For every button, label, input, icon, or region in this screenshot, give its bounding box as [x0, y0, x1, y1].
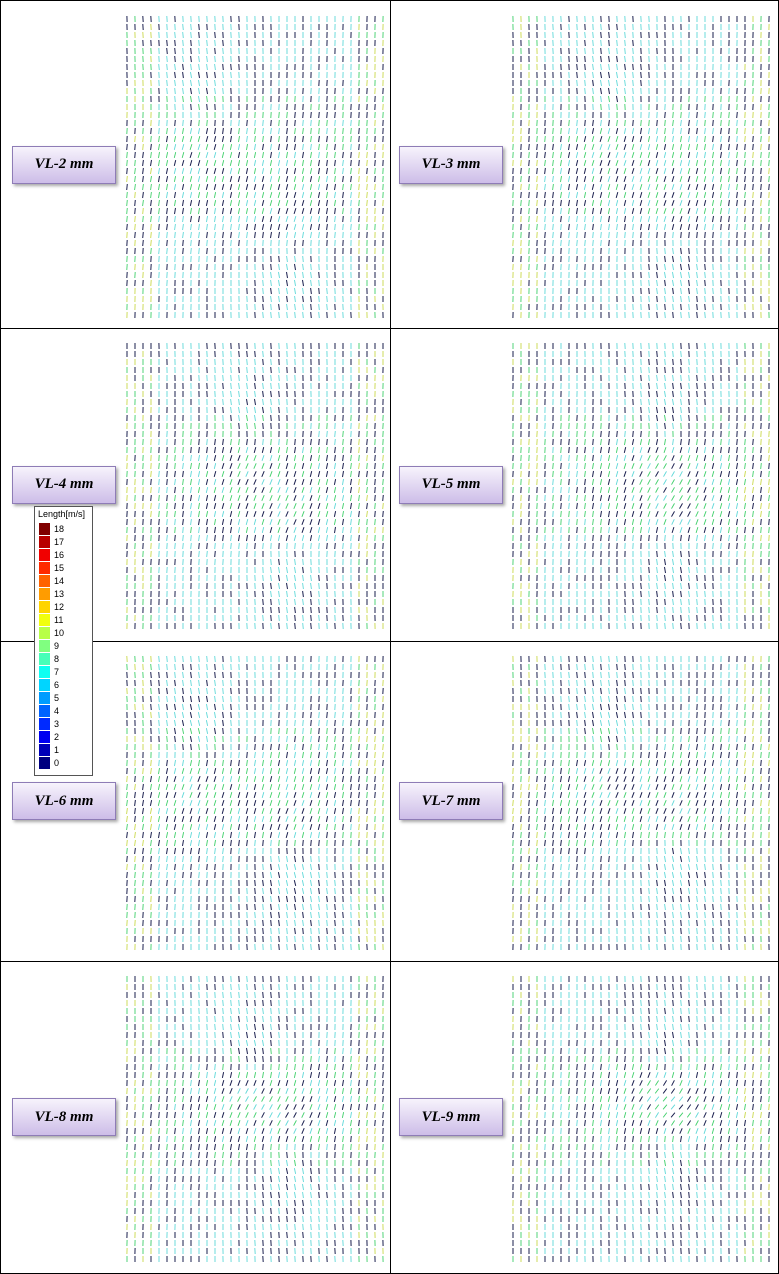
legend-label: 15	[54, 562, 64, 574]
legend-swatch	[39, 588, 50, 600]
legend-label: 8	[54, 653, 59, 665]
vector-field	[123, 342, 391, 633]
panel-label: VL-4 mm	[12, 466, 116, 504]
legend-swatch	[39, 692, 50, 704]
legend-label: 17	[54, 536, 64, 548]
figure: VL-2 mm VL-3 mm VL-4 mm VL-5 mm VL-6 mm VL-7 …	[0, 0, 779, 1274]
panel-label: VL-7 mm	[399, 782, 503, 820]
legend-label: 11	[54, 614, 63, 626]
legend-label: 12	[54, 601, 64, 613]
legend-label: 10	[54, 627, 64, 639]
legend-swatch	[39, 523, 50, 535]
vector-field	[123, 975, 391, 1265]
legend-label: 3	[54, 718, 59, 730]
legend-label: 7	[54, 666, 59, 678]
panel-label: VL-3 mm	[399, 146, 503, 184]
vector-arrows	[513, 16, 770, 318]
legend-label: 9	[54, 640, 59, 652]
legend-swatch	[39, 640, 50, 652]
legend-label: 18	[54, 523, 64, 535]
legend-label: 4	[54, 705, 59, 717]
legend-swatch	[39, 627, 50, 639]
legend-swatch	[39, 549, 50, 561]
legend-label: 6	[54, 679, 59, 691]
legend-label: 14	[54, 575, 64, 587]
legend-swatch	[39, 679, 50, 691]
legend-swatch	[39, 731, 50, 743]
legend-swatch	[39, 653, 50, 665]
legend-swatch	[39, 536, 50, 548]
legend-label: 1	[54, 744, 59, 756]
panel-label: VL-6 mm	[12, 782, 116, 820]
legend-swatch	[39, 744, 50, 756]
vector-field	[509, 15, 777, 320]
vector-arrows	[545, 976, 738, 1262]
legend-swatch	[39, 666, 50, 678]
legend-title: Length[m/s]	[38, 509, 85, 519]
legend-label: 2	[54, 731, 59, 743]
panel-label: VL-2 mm	[12, 146, 116, 184]
legend-label: 16	[54, 549, 64, 561]
panel-label: VL-9 mm	[399, 1098, 503, 1136]
vector-field	[509, 975, 777, 1265]
legend-swatch	[39, 601, 50, 613]
panel-label: VL-5 mm	[399, 466, 503, 504]
legend-label: 5	[54, 692, 59, 704]
legend-label: 13	[54, 588, 64, 600]
legend-swatch	[39, 757, 50, 769]
legend-label: 0	[54, 757, 59, 769]
legend-swatch	[39, 718, 50, 730]
legend-swatch	[39, 562, 50, 574]
legend-swatch	[39, 614, 50, 626]
panel-label: VL-8 mm	[12, 1098, 116, 1136]
legend-swatch	[39, 705, 50, 717]
vector-field	[509, 655, 777, 953]
vector-field	[123, 15, 391, 320]
vector-field	[509, 342, 777, 633]
vector-arrows	[127, 656, 384, 950]
vector-field	[123, 655, 391, 953]
legend-swatch	[39, 575, 50, 587]
